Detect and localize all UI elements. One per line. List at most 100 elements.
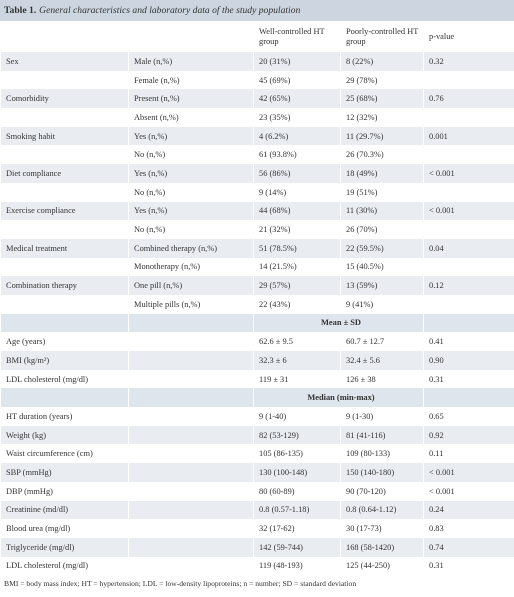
table-row: Medical treatment Combined therapy (n,%) 5… <box>0 238 514 258</box>
cell <box>423 313 514 333</box>
cell: 44 (68%) <box>253 201 341 221</box>
cell: Exercise compliance <box>0 201 129 221</box>
cell: No (n,%) <box>128 220 254 239</box>
table-row: LDL cholesterol (mg/dl) 119 (48-193) 125 (… <box>0 556 514 576</box>
cell <box>423 294 514 314</box>
cell <box>423 145 514 165</box>
cell: No (n,%) <box>128 182 254 202</box>
cell: 9 (14%) <box>253 182 341 202</box>
cell: 125 (44-250) <box>340 556 424 576</box>
cell: 14 (21.5%) <box>253 257 341 277</box>
cell <box>0 108 129 127</box>
cell: 11 (29.7%) <box>340 126 424 146</box>
cell: Weight (kg) <box>0 425 129 445</box>
cell: 119 ± 31 <box>253 369 341 389</box>
cell: 0.24 <box>423 500 514 520</box>
cell: 0.65 <box>423 407 514 426</box>
cell <box>128 500 254 520</box>
cell: Waist circumference (cm) <box>0 444 129 464</box>
cell: SBP (mmHg) <box>0 463 129 482</box>
header-row: Well-controlled HT group Poorly-controlle… <box>0 21 514 52</box>
cell: < 0.001 <box>423 201 514 221</box>
table-row: No (n,%) 21 (32%) 26 (70%) <box>0 220 514 239</box>
table-row: DBP (mmHg) 80 (60-89) 90 (70-120) < 0.001 <box>0 481 514 501</box>
cell: 21 (32%) <box>253 220 341 239</box>
cell <box>0 70 129 90</box>
cell: Combination therapy <box>0 276 129 295</box>
header-cell: Poorly-controlled HT group <box>340 21 424 52</box>
cell: 61 (93.8%) <box>253 145 341 165</box>
table-row: Weight (kg) 82 (53-129) 81 (41-116) 0.92 <box>0 425 514 445</box>
cell: 13 (59%) <box>340 276 424 295</box>
cell: 119 (48-193) <box>253 556 341 576</box>
cell: One pill (n,%) <box>128 276 254 295</box>
cell: HT duration (years) <box>0 407 129 426</box>
cell: 23 (35%) <box>253 108 341 127</box>
cell: 26 (70.3%) <box>340 145 424 165</box>
table-row: BMI (kg/m²) 32.3 ± 6 32.4 ± 5.6 0.90 <box>0 351 514 370</box>
cell <box>423 388 514 408</box>
header-cell: p-value <box>423 21 514 52</box>
cell: 0.31 <box>423 556 514 576</box>
cell: 15 (40.5%) <box>340 257 424 277</box>
cell: 30 (17-73) <box>340 519 424 538</box>
cell <box>0 145 129 165</box>
section-header: Median (min-max) <box>253 388 424 408</box>
cell: No (n,%) <box>128 145 254 165</box>
cell: Absent (n,%) <box>128 108 254 127</box>
cell: Yes (n,%) <box>128 126 254 146</box>
cell: 8 (22%) <box>340 52 424 71</box>
cell <box>0 220 129 239</box>
table-row: Sex Male (n,%) 20 (31%) 8 (22%) 0.32 <box>0 52 514 71</box>
cell: 9 (41%) <box>340 294 424 314</box>
cell <box>0 182 129 202</box>
table-row: Multiple pills (n,%) 22 (43%) 9 (41%) <box>0 294 514 314</box>
cell: 0.41 <box>423 332 514 351</box>
cell: Triglyceride (mg/dl) <box>0 537 129 557</box>
cell <box>0 294 129 314</box>
cell <box>128 351 254 370</box>
cell: 19 (51%) <box>340 182 424 202</box>
cell: 168 (58-1420) <box>340 537 424 557</box>
table-row: LDL cholesterol (mg/dl) 119 ± 31 126 ± 38 0… <box>0 369 514 389</box>
cell: Comorbidity <box>0 89 129 109</box>
cell <box>423 257 514 277</box>
table-row: Diet compliance Yes (n,%) 56 (86%) 18 (49%)… <box>0 164 514 183</box>
table-row: Exercise compliance Yes (n,%) 44 (68%) 11 (… <box>0 201 514 221</box>
cell: 11 (30%) <box>340 201 424 221</box>
cell: 130 (100-148) <box>253 463 341 482</box>
cell: Yes (n,%) <box>128 201 254 221</box>
cell: Smoking habit <box>0 126 129 146</box>
cell: 0.31 <box>423 369 514 389</box>
cell: < 0.001 <box>423 463 514 482</box>
table-row: Smoking habit Yes (n,%) 4 (6.2%) 11 (29.7%)… <box>0 126 514 146</box>
cell: Sex <box>0 52 129 71</box>
cell: 29 (78%) <box>340 70 424 90</box>
cell: LDL cholesterol (mg/dl) <box>0 369 129 389</box>
table-row: Mean ± SD <box>0 313 514 333</box>
cell: Present (n,%) <box>128 89 254 109</box>
cell <box>423 182 514 202</box>
cell: Age (years) <box>0 332 129 351</box>
table-row: Blood urea (mg/dl) 32 (17-62) 30 (17-73) 0.… <box>0 519 514 538</box>
cell <box>128 313 254 333</box>
cell: 0.76 <box>423 89 514 109</box>
cell: 60.7 ± 12.7 <box>340 332 424 351</box>
cell: 9 (1-40) <box>253 407 341 426</box>
cell: LDL cholesterol (mg/dl) <box>0 556 129 576</box>
cell: 126 ± 38 <box>340 369 424 389</box>
cell <box>128 407 254 426</box>
cell: 109 (80-133) <box>340 444 424 464</box>
cell: 32.4 ± 5.6 <box>340 351 424 370</box>
cell: 42 (65%) <box>253 89 341 109</box>
cell <box>128 556 254 576</box>
table-row: Triglyceride (mg/dl) 142 (59-744) 168 (58-… <box>0 537 514 557</box>
cell <box>423 220 514 239</box>
table-row: Absent (n,%) 23 (35%) 12 (32%) <box>0 108 514 127</box>
table-row: Median (min-max) <box>0 388 514 408</box>
cell: 105 (86-135) <box>253 444 341 464</box>
cell: 18 (49%) <box>340 164 424 183</box>
table-title: Table 1. General characteristics and labo… <box>0 0 514 21</box>
cell: Multiple pills (n,%) <box>128 294 254 314</box>
cell: 9 (1-30) <box>340 407 424 426</box>
